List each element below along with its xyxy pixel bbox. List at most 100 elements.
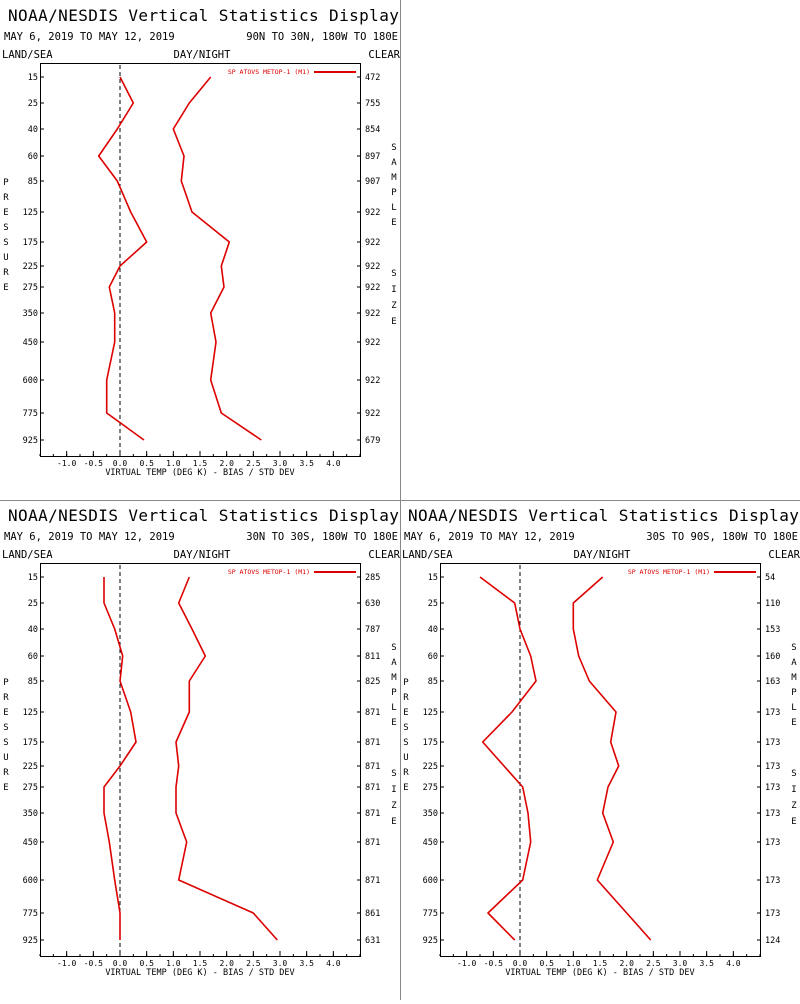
sample-size-label: 825 bbox=[365, 677, 380, 687]
sample-size-label: 861 bbox=[365, 909, 380, 919]
legend-label: SP ATOVS METOP-1 (M1) bbox=[228, 68, 310, 76]
sample-size-label: 854 bbox=[365, 125, 380, 135]
pressure-tick-label: 175 bbox=[23, 238, 38, 248]
size-axis-letter: E bbox=[791, 817, 796, 827]
sample-axis-letter: L bbox=[391, 203, 396, 213]
sample-size-label: 472 bbox=[365, 73, 380, 83]
pressure-tick-label: 775 bbox=[423, 909, 438, 919]
x-tick-label: 0.0 bbox=[113, 459, 128, 468]
pressure-tick-label: 25 bbox=[428, 599, 438, 609]
std-dev-series-line bbox=[175, 576, 278, 941]
pressure-tick-label: 225 bbox=[423, 762, 438, 772]
size-axis-letter: S bbox=[791, 769, 796, 779]
pressure-axis-letter: S bbox=[3, 738, 8, 748]
sample-size-label: 755 bbox=[365, 99, 380, 109]
sample-size-label: 173 bbox=[765, 876, 780, 886]
x-tick-label: 2.5 bbox=[246, 959, 261, 968]
x-tick-label: 1.5 bbox=[193, 959, 208, 968]
x-tick-label: 3.5 bbox=[299, 459, 314, 468]
pressure-tick-label: 450 bbox=[423, 838, 438, 848]
pressure-tick-label: 350 bbox=[23, 809, 38, 819]
size-axis-letter: Z bbox=[391, 301, 397, 311]
x-tick-label: 3.5 bbox=[699, 959, 714, 968]
x-axis-label: VIRTUAL TEMP (DEG K) - BIAS / STD DEV bbox=[105, 468, 294, 478]
sample-size-label: 173 bbox=[765, 783, 780, 793]
x-tick-label: -1.0 bbox=[57, 459, 76, 468]
x-tick-label: 2.0 bbox=[219, 959, 234, 968]
pressure-axis-letter: S bbox=[3, 723, 8, 733]
legend-label: SP ATOVS METOP-1 (M1) bbox=[628, 568, 710, 576]
x-tick-label: 0.5 bbox=[139, 459, 154, 468]
pressure-axis-letter: R bbox=[3, 268, 9, 278]
pressure-axis-letter: S bbox=[403, 738, 408, 748]
pressure-tick-label: 225 bbox=[23, 762, 38, 772]
sample-axis-letter: A bbox=[391, 158, 397, 168]
x-tick-label: 0.0 bbox=[513, 959, 528, 968]
land-sea-label: LAND/SEA bbox=[402, 549, 453, 561]
pressure-tick-label: 275 bbox=[23, 283, 38, 293]
sample-size-label: 922 bbox=[365, 309, 380, 319]
sample-axis-letter: L bbox=[391, 703, 396, 713]
std-dev-series-line bbox=[572, 576, 652, 941]
header-title: NOAA/NESDIS Vertical Statistics Display bbox=[8, 6, 399, 25]
sample-size-label: 871 bbox=[365, 762, 380, 772]
x-tick-label: 1.0 bbox=[166, 959, 181, 968]
sample-axis-letter: E bbox=[391, 718, 396, 728]
pressure-axis-letter: R bbox=[403, 768, 409, 778]
sample-size-label: 871 bbox=[365, 783, 380, 793]
sample-axis-letter: P bbox=[391, 188, 397, 198]
pressure-axis-letter: R bbox=[3, 693, 9, 703]
x-tick-label: -0.5 bbox=[84, 959, 103, 968]
pressure-tick-label: 600 bbox=[23, 376, 38, 386]
size-axis-letter: I bbox=[791, 785, 796, 795]
chart-panel-2: NOAA/NESDIS Vertical Statistics Display M… bbox=[2, 506, 401, 978]
pressure-axis-letter: U bbox=[403, 753, 408, 763]
pressure-axis-letter: U bbox=[3, 753, 8, 763]
date-range: MAY 6, 2019 TO MAY 12, 2019 bbox=[4, 31, 175, 43]
sample-size-label: 124 bbox=[765, 936, 780, 946]
pressure-tick-label: 925 bbox=[23, 936, 38, 946]
pressure-tick-label: 25 bbox=[28, 99, 38, 109]
pressure-axis-letter: P bbox=[3, 678, 9, 688]
sample-axis-letter: S bbox=[391, 643, 396, 653]
day-night-label: DAY/NIGHT bbox=[174, 549, 232, 561]
sample-axis-letter: E bbox=[391, 218, 396, 228]
sample-size-label: 285 bbox=[365, 573, 380, 583]
sample-size-label: 153 bbox=[765, 625, 780, 635]
sample-axis-letter: S bbox=[391, 143, 396, 153]
land-sea-label: LAND/SEA bbox=[2, 49, 53, 61]
pressure-tick-label: 40 bbox=[28, 125, 38, 135]
pressure-axis-letter: E bbox=[3, 783, 8, 793]
date-range: MAY 6, 2019 TO MAY 12, 2019 bbox=[404, 531, 575, 543]
x-tick-label: 2.5 bbox=[246, 459, 261, 468]
pressure-tick-label: 85 bbox=[28, 677, 38, 687]
sample-axis-letter: A bbox=[791, 658, 797, 668]
sample-size-label: 163 bbox=[765, 677, 780, 687]
pressure-tick-label: 15 bbox=[28, 573, 38, 583]
clear-label: CLEAR bbox=[368, 49, 400, 61]
header-title: NOAA/NESDIS Vertical Statistics Display bbox=[8, 506, 399, 525]
clear-label: CLEAR bbox=[368, 549, 400, 561]
x-tick-label: 0.5 bbox=[539, 959, 554, 968]
clear-label: CLEAR bbox=[768, 549, 800, 561]
sample-size-label: 173 bbox=[765, 909, 780, 919]
x-tick-label: -0.5 bbox=[484, 959, 503, 968]
x-tick-label: -0.5 bbox=[84, 459, 103, 468]
chart-panel-1: NOAA/NESDIS Vertical Statistics Display M… bbox=[2, 6, 401, 478]
sample-axis-letter: P bbox=[391, 688, 397, 698]
sample-size-label: 173 bbox=[765, 738, 780, 748]
pressure-tick-label: 350 bbox=[23, 309, 38, 319]
sample-size-label: 679 bbox=[365, 436, 380, 446]
pressure-tick-label: 85 bbox=[428, 677, 438, 687]
sample-size-label: 160 bbox=[765, 652, 780, 662]
chart-panel-3: NOAA/NESDIS Vertical Statistics Display M… bbox=[402, 506, 800, 978]
x-tick-label: 2.0 bbox=[619, 959, 634, 968]
sample-size-label: 631 bbox=[365, 936, 380, 946]
pressure-tick-label: 775 bbox=[23, 409, 38, 419]
sample-size-label: 871 bbox=[365, 876, 380, 886]
pressure-tick-label: 125 bbox=[23, 708, 38, 718]
sample-size-label: 897 bbox=[365, 152, 380, 162]
size-axis-letter: Z bbox=[391, 801, 397, 811]
